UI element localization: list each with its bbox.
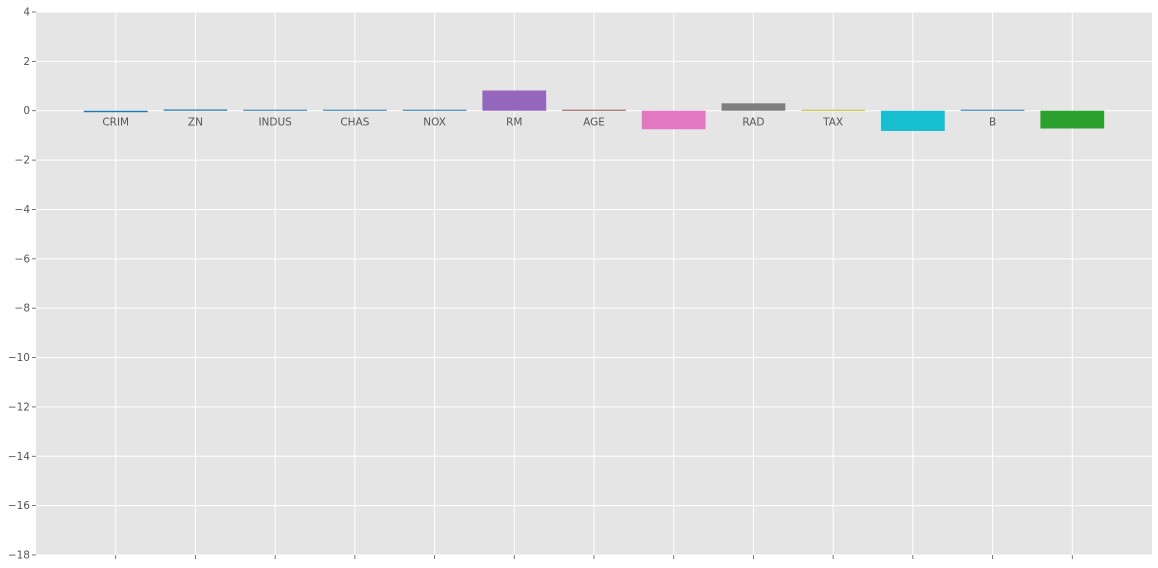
y-tick-label: 4 <box>23 7 30 19</box>
y-tick-label: 2 <box>23 56 30 68</box>
y-tick-label: −8 <box>15 303 30 315</box>
y-tick-label: −14 <box>8 451 30 463</box>
category-label: AGE <box>583 117 605 129</box>
bar-unlabeled <box>641 110 706 130</box>
bar-b <box>960 109 1025 111</box>
y-tick-label: −16 <box>8 500 30 512</box>
bar-indus <box>243 109 308 111</box>
category-label: NOX <box>423 117 446 129</box>
y-axis-ticks: 4 2 0 −2 −4 −6 −8 −10 −12 −14 −16 −18 <box>8 7 36 562</box>
category-label: CHAS <box>340 117 369 129</box>
bar-zn <box>163 109 228 111</box>
bar-rad <box>721 103 786 111</box>
y-tick-label: −4 <box>15 204 31 216</box>
bar-age <box>562 109 626 111</box>
y-tick-label: −18 <box>8 550 30 562</box>
y-tick-label: −2 <box>15 155 30 167</box>
bar-nox <box>402 109 467 111</box>
category-label: B <box>989 117 996 129</box>
category-label: RM <box>506 117 522 129</box>
y-tick-label: −10 <box>8 352 30 364</box>
bar-chas <box>322 109 387 111</box>
category-label: INDUS <box>258 117 292 129</box>
bars <box>83 90 1105 131</box>
category-label: TAX <box>822 117 843 129</box>
y-tick-label: −6 <box>15 253 31 265</box>
bar-tax <box>801 109 866 111</box>
bar-rm <box>482 90 547 111</box>
y-tick-label: −12 <box>8 401 30 413</box>
category-label: CRIM <box>102 117 129 129</box>
x-axis-labels: CRIM ZN INDUS CHAS NOX RM AGE RAD TAX B <box>102 117 996 129</box>
bar-unlabeled <box>880 110 945 131</box>
bar-crim <box>83 110 148 113</box>
bar-unlabeled <box>1040 110 1105 129</box>
category-label: ZN <box>188 117 203 129</box>
category-label: RAD <box>742 117 764 129</box>
y-tick-label: 0 <box>23 105 30 117</box>
